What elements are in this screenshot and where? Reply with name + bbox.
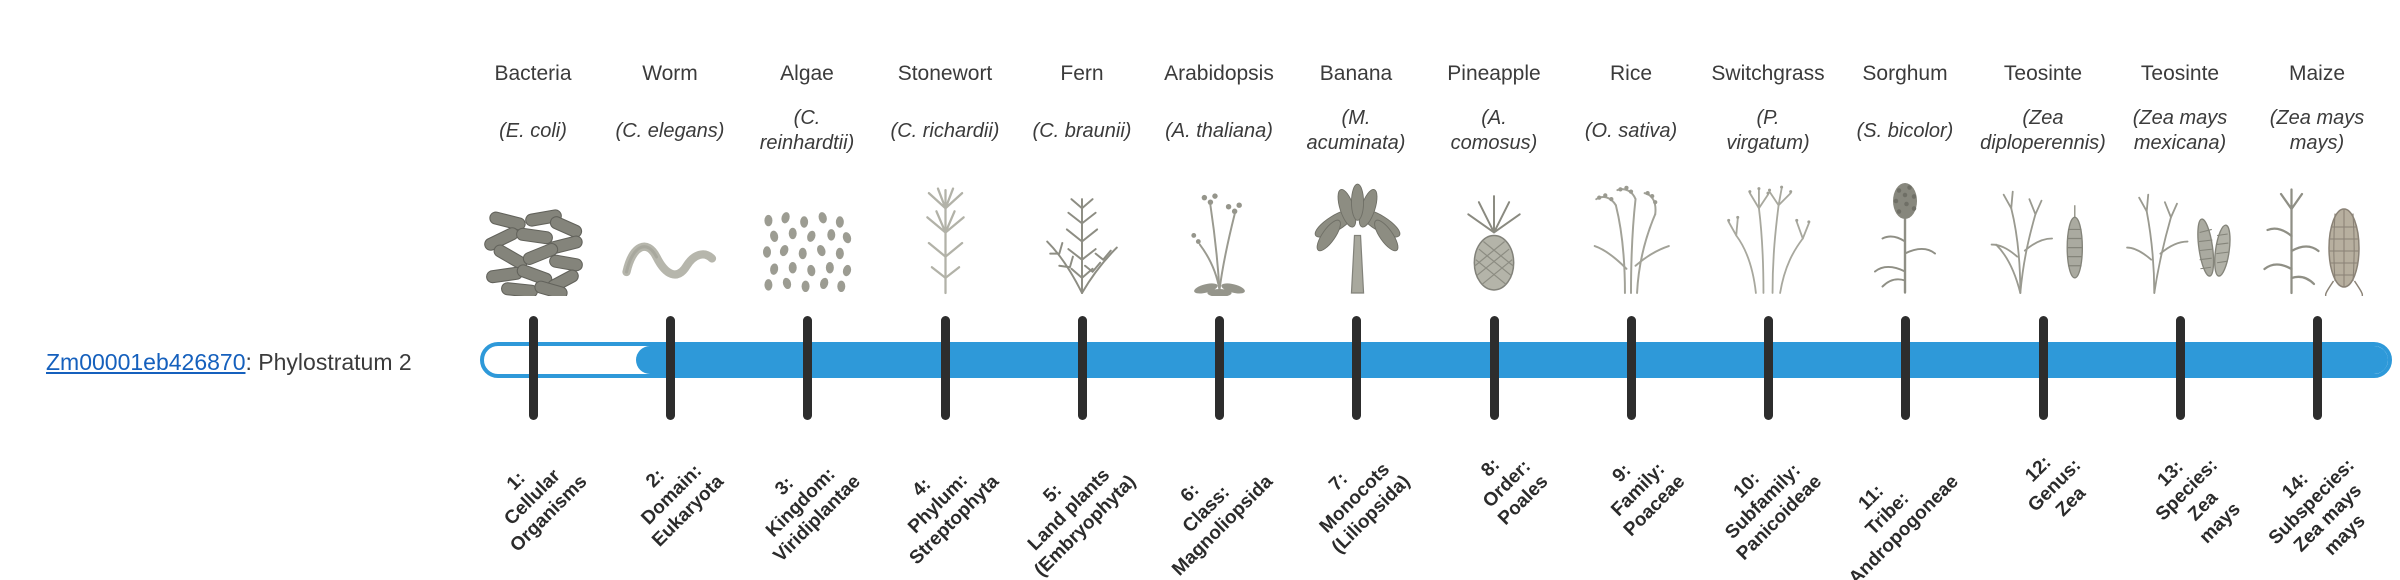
organism-common-name: Sorghum xyxy=(1862,62,1948,85)
organism-common-name: Algae xyxy=(780,62,834,85)
organism-common-name: Fern xyxy=(1060,62,1104,85)
phylostratum-tick xyxy=(1489,316,1499,420)
phylostratum-rank-label: 3: Kingdom: Viridiplantae xyxy=(762,463,866,567)
phylostratum-rank-label: 6: Class: Magnoliopsida xyxy=(1168,471,1278,580)
phylostratum-rank-label: 4: Phylum: Streptophyta xyxy=(904,470,1004,570)
phylostratum-rank-label: 11: Tribe: Andropogoneae xyxy=(1845,471,1964,580)
phylostratum-rank-label: 2: Domain: Eukaryota xyxy=(637,460,729,552)
teosinte-mexicana-icon xyxy=(2116,170,2244,296)
phylostratum-rank-label: 7: Monocots (Liliopsida) xyxy=(1315,459,1415,558)
organism-common-name: Bacteria xyxy=(494,62,572,85)
organism-common-name: Teosinte xyxy=(2140,62,2220,85)
organism-common-name: Banana xyxy=(1319,62,1393,85)
organism-common-name: Teosinte xyxy=(2003,62,2083,85)
phylostratum-tick xyxy=(802,316,812,420)
organism-scientific-name: (P. virgatum) xyxy=(1726,107,1810,154)
maize-icon xyxy=(2253,170,2381,296)
phylostratum-tick xyxy=(1214,316,1224,420)
phylostratum-tick xyxy=(2312,316,2322,420)
organism-scientific-name: (A. comosus) xyxy=(1450,107,1538,154)
gene-id-link[interactable]: Zm00001eb426870 xyxy=(46,349,246,375)
algae-icon xyxy=(743,170,871,296)
organism-common-name: Rice xyxy=(1609,62,1652,85)
phylostratum-rank-label: 13: Species: Zea mays xyxy=(2151,455,2245,548)
phylostratum-tick xyxy=(2038,316,2048,420)
stonewort-icon xyxy=(881,170,1009,296)
pineapple-icon xyxy=(1430,170,1558,296)
worm-icon xyxy=(606,170,734,296)
fern-icon xyxy=(1018,170,1146,296)
organism-scientific-name: (C. reinhardtii) xyxy=(759,107,855,154)
phylostratum-tick xyxy=(1351,316,1361,420)
organism-common-name: Stonewort xyxy=(897,62,993,85)
switchgrass-icon xyxy=(1704,170,1832,296)
organism-common-name: Switchgrass xyxy=(1711,62,1825,85)
banana-icon xyxy=(1292,170,1420,296)
organism-common-name: Arabidopsis xyxy=(1164,62,1274,85)
phylostratum-rank-label: 14: Subspecies: Zea mays mays xyxy=(2264,455,2370,560)
phylostratum-rank-label: 1: Cellular Organisms xyxy=(500,465,592,557)
phylostratum-tick xyxy=(1763,316,1773,420)
organism-scientific-name: (Zea mays mexicana) xyxy=(2132,107,2228,154)
organism-scientific-name: (A. thaliana) xyxy=(1165,119,1273,142)
sorghum-icon xyxy=(1841,170,1969,296)
organism-scientific-name: (C. braunii) xyxy=(1032,119,1132,142)
organism-scientific-name: (S. bicolor) xyxy=(1856,119,1954,142)
phylostratum-rank-label: 10: Subfamily: Panicoideae xyxy=(1721,459,1827,565)
organism-scientific-name: (Zea mays mays) xyxy=(2269,107,2365,154)
arabidopsis-icon xyxy=(1155,170,1283,296)
phylostratum-rank-label: 8: Order: Poales xyxy=(1477,454,1553,530)
phylostratum-tick xyxy=(665,316,675,420)
organism-common-name: Worm xyxy=(642,62,698,85)
organism-scientific-name: (C. richardii) xyxy=(890,119,1000,142)
phylostratum-rank-label: 5: Land plants (Embryophyta) xyxy=(1023,464,1141,580)
phylostratum-tick xyxy=(940,316,950,420)
phylostratum-bar xyxy=(480,342,2392,378)
phylostratum-bar-fill xyxy=(636,346,2388,374)
organism-scientific-name: (E. coli) xyxy=(499,119,567,142)
phylostratum-tick xyxy=(1077,316,1087,420)
gene-track-label: Zm00001eb426870: Phylostratum 2 xyxy=(46,349,412,376)
organism-scientific-name: (C. elegans) xyxy=(615,119,725,142)
phylostratum-tick xyxy=(1900,316,1910,420)
bacteria-icon xyxy=(469,170,597,296)
teosinte-diploperennis-icon xyxy=(1979,170,2107,296)
organism-scientific-name: (Zea diploperennis) xyxy=(1980,107,2106,154)
phylostratum-tick xyxy=(528,316,538,420)
organism-common-name: Maize xyxy=(2288,62,2346,85)
rice-icon xyxy=(1567,170,1695,296)
gene-phylostratum-text: : Phylostratum 2 xyxy=(245,349,412,375)
phylostratum-rank-label: 9: Family: Poaceae xyxy=(1607,458,1690,541)
phylostratum-rank-label: 12: Genus: Zea xyxy=(2020,452,2090,522)
organism-scientific-name: (M. acuminata) xyxy=(1306,107,1406,154)
phylostratum-tick xyxy=(2175,316,2185,420)
organism-scientific-name: (O. sativa) xyxy=(1584,119,1678,142)
phylostratum-tick xyxy=(1626,316,1636,420)
organism-common-name: Pineapple xyxy=(1447,62,1541,85)
